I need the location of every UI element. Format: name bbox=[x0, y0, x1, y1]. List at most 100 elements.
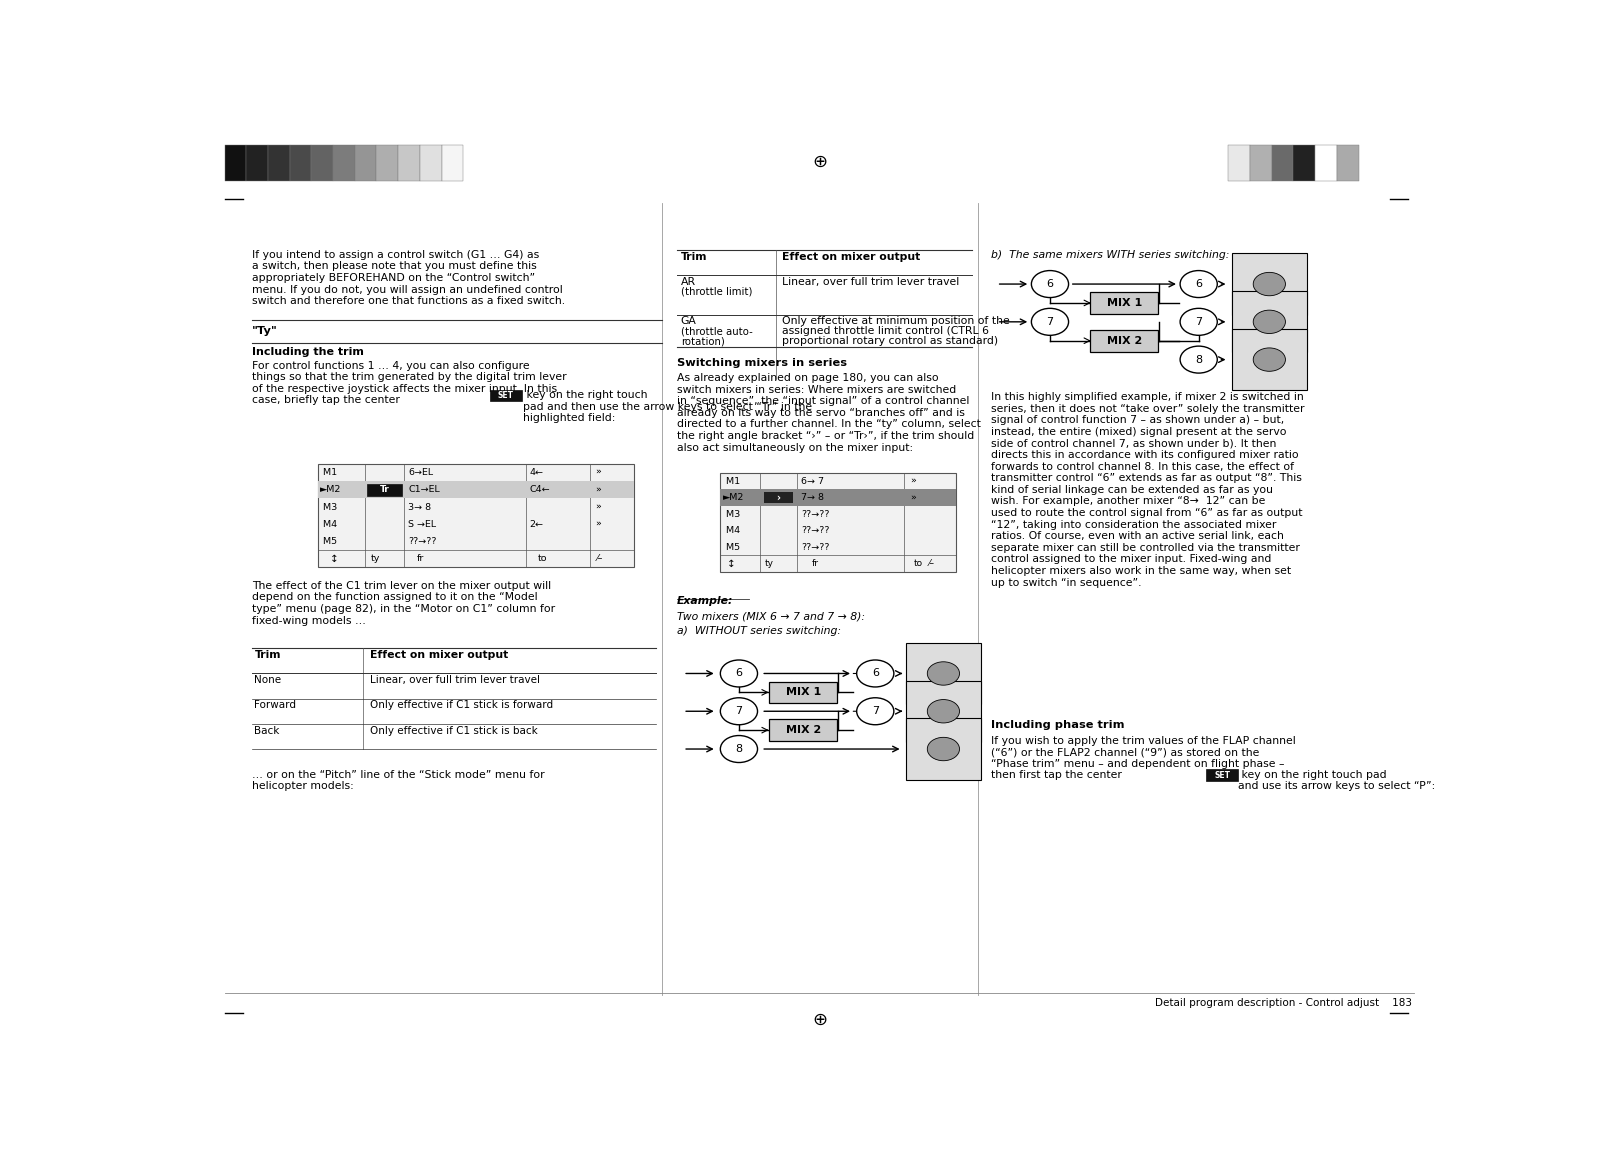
Text: 6: 6 bbox=[871, 668, 879, 679]
Text: 6: 6 bbox=[1194, 279, 1202, 288]
Circle shape bbox=[857, 697, 894, 724]
Text: 7: 7 bbox=[1194, 317, 1202, 327]
Text: Servo 4,8 VC 577: Servo 4,8 VC 577 bbox=[1247, 335, 1292, 341]
Bar bbox=[421, 145, 441, 181]
Text: Linear, over full trim lever travel: Linear, over full trim lever travel bbox=[369, 675, 539, 686]
Bar bbox=[1091, 292, 1158, 314]
Bar bbox=[1337, 145, 1359, 181]
Bar bbox=[441, 145, 464, 181]
Circle shape bbox=[1254, 348, 1286, 371]
Text: Detail program description - Control adjust    183: Detail program description - Control adj… bbox=[1154, 999, 1412, 1008]
Bar bbox=[1314, 145, 1337, 181]
Circle shape bbox=[1180, 346, 1217, 373]
Text: (throttle limit): (throttle limit) bbox=[681, 287, 752, 297]
Text: Servo 4,8 VC 577: Servo 4,8 VC 577 bbox=[1247, 374, 1292, 378]
Text: Trim: Trim bbox=[681, 251, 707, 262]
Text: C4←: C4← bbox=[529, 485, 550, 494]
Text: ??→??: ??→?? bbox=[801, 526, 830, 535]
Text: Best.-Nr. 41 01: Best.-Nr. 41 01 bbox=[1250, 382, 1287, 387]
Text: MIX 1: MIX 1 bbox=[785, 687, 820, 697]
Text: Trim: Trim bbox=[254, 651, 281, 660]
Text: Effect on mixer output: Effect on mixer output bbox=[782, 251, 921, 262]
Text: 8: 8 bbox=[736, 744, 742, 755]
Text: Including the trim: Including the trim bbox=[253, 347, 365, 357]
Text: Linear, over full trim lever travel: Linear, over full trim lever travel bbox=[782, 277, 959, 287]
Circle shape bbox=[720, 660, 758, 687]
Bar bbox=[246, 145, 269, 181]
Text: For control functions 1 … 4, you can also configure
things so that the trim gene: For control functions 1 … 4, you can als… bbox=[253, 361, 566, 405]
Text: key on the right touch pad
and use its arrow keys to select “P”:: key on the right touch pad and use its a… bbox=[1238, 770, 1436, 791]
Text: ⁄–: ⁄– bbox=[929, 559, 934, 568]
Bar bbox=[907, 642, 980, 704]
Text: 6→EL: 6→EL bbox=[408, 468, 433, 477]
Text: 7: 7 bbox=[736, 707, 742, 716]
Circle shape bbox=[1031, 308, 1068, 335]
Text: AR: AR bbox=[681, 277, 696, 287]
Text: C1→EL: C1→EL bbox=[408, 485, 440, 494]
Text: (throttle auto-: (throttle auto- bbox=[681, 326, 753, 336]
Text: 6: 6 bbox=[1046, 279, 1054, 288]
Text: Back: Back bbox=[254, 725, 280, 736]
Text: ty: ty bbox=[371, 555, 381, 563]
Text: MIX 2: MIX 2 bbox=[785, 725, 820, 735]
Text: M4: M4 bbox=[320, 520, 337, 529]
Text: 8: 8 bbox=[1194, 355, 1202, 364]
Text: The effect of the C1 trim lever on the mixer output will
depend on the function : The effect of the C1 trim lever on the m… bbox=[253, 580, 555, 626]
Text: Best.-Nr. 41 01: Best.-Nr. 41 01 bbox=[926, 734, 961, 738]
Bar bbox=[289, 145, 312, 181]
Text: Only effective if C1 stick is back: Only effective if C1 stick is back bbox=[369, 725, 537, 736]
Bar bbox=[1228, 145, 1250, 181]
Text: 6: 6 bbox=[736, 668, 742, 679]
Text: »: » bbox=[910, 493, 916, 502]
Circle shape bbox=[927, 662, 959, 686]
Text: to: to bbox=[539, 555, 548, 563]
Text: None: None bbox=[254, 675, 281, 686]
Text: Only effective at minimum position of the: Only effective at minimum position of th… bbox=[782, 317, 1011, 326]
Text: GA: GA bbox=[681, 317, 697, 326]
Bar bbox=[333, 145, 355, 181]
Text: assigned throttle limit control (CTRL 6: assigned throttle limit control (CTRL 6 bbox=[782, 326, 990, 336]
Text: M3: M3 bbox=[320, 502, 337, 512]
Text: 2←: 2← bbox=[529, 520, 544, 529]
Text: SET: SET bbox=[1214, 771, 1230, 779]
Text: If you intend to assign a control switch (G1 … G4) as
a switch, then please note: If you intend to assign a control switch… bbox=[253, 250, 564, 306]
Text: ??→??: ??→?? bbox=[801, 509, 830, 519]
Text: SET: SET bbox=[497, 391, 513, 401]
Text: b)  The same mixers WITH series switching:: b) The same mixers WITH series switching… bbox=[990, 250, 1230, 260]
Text: S →EL: S →EL bbox=[408, 520, 437, 529]
Text: MIX 1: MIX 1 bbox=[1107, 298, 1142, 308]
Text: M5: M5 bbox=[320, 537, 337, 545]
Text: Only effective if C1 stick is forward: Only effective if C1 stick is forward bbox=[369, 701, 553, 710]
Text: Forward: Forward bbox=[254, 701, 296, 710]
Text: Servo 4,8 VC 577: Servo 4,8 VC 577 bbox=[921, 725, 966, 730]
Circle shape bbox=[927, 737, 959, 760]
Text: 7→ 8: 7→ 8 bbox=[801, 493, 823, 502]
Bar bbox=[368, 484, 401, 496]
Bar bbox=[720, 489, 956, 506]
Bar bbox=[398, 145, 421, 181]
Bar bbox=[489, 390, 523, 402]
Circle shape bbox=[720, 736, 758, 763]
Text: Switching mixers in series: Switching mixers in series bbox=[676, 357, 847, 368]
Circle shape bbox=[927, 700, 959, 723]
Text: »: » bbox=[595, 468, 601, 477]
Bar bbox=[1294, 145, 1314, 181]
Bar bbox=[1206, 770, 1238, 781]
Text: ??→??: ??→?? bbox=[408, 537, 437, 545]
Text: … or on the “Pitch” line of the “Stick mode” menu for
helicopter models:: … or on the “Pitch” line of the “Stick m… bbox=[253, 770, 545, 791]
Text: fr: fr bbox=[417, 555, 424, 563]
Bar bbox=[907, 718, 980, 779]
Text: "Ty": "Ty" bbox=[253, 326, 278, 336]
Text: to: to bbox=[913, 559, 923, 568]
Text: ↕: ↕ bbox=[329, 554, 339, 564]
Text: Servo 4,8 VC 577: Servo 4,8 VC 577 bbox=[921, 763, 966, 767]
Bar bbox=[1250, 145, 1271, 181]
Text: Servo 4,8 VC 577: Servo 4,8 VC 577 bbox=[1247, 298, 1292, 303]
Text: ⊕: ⊕ bbox=[812, 1010, 827, 1029]
Text: ›: › bbox=[777, 493, 780, 502]
Bar bbox=[907, 681, 980, 742]
Circle shape bbox=[1031, 271, 1068, 298]
Text: ⁄–: ⁄– bbox=[596, 555, 603, 563]
Bar bbox=[1233, 329, 1306, 390]
Text: a)  WITHOUT series switching:: a) WITHOUT series switching: bbox=[676, 626, 841, 635]
